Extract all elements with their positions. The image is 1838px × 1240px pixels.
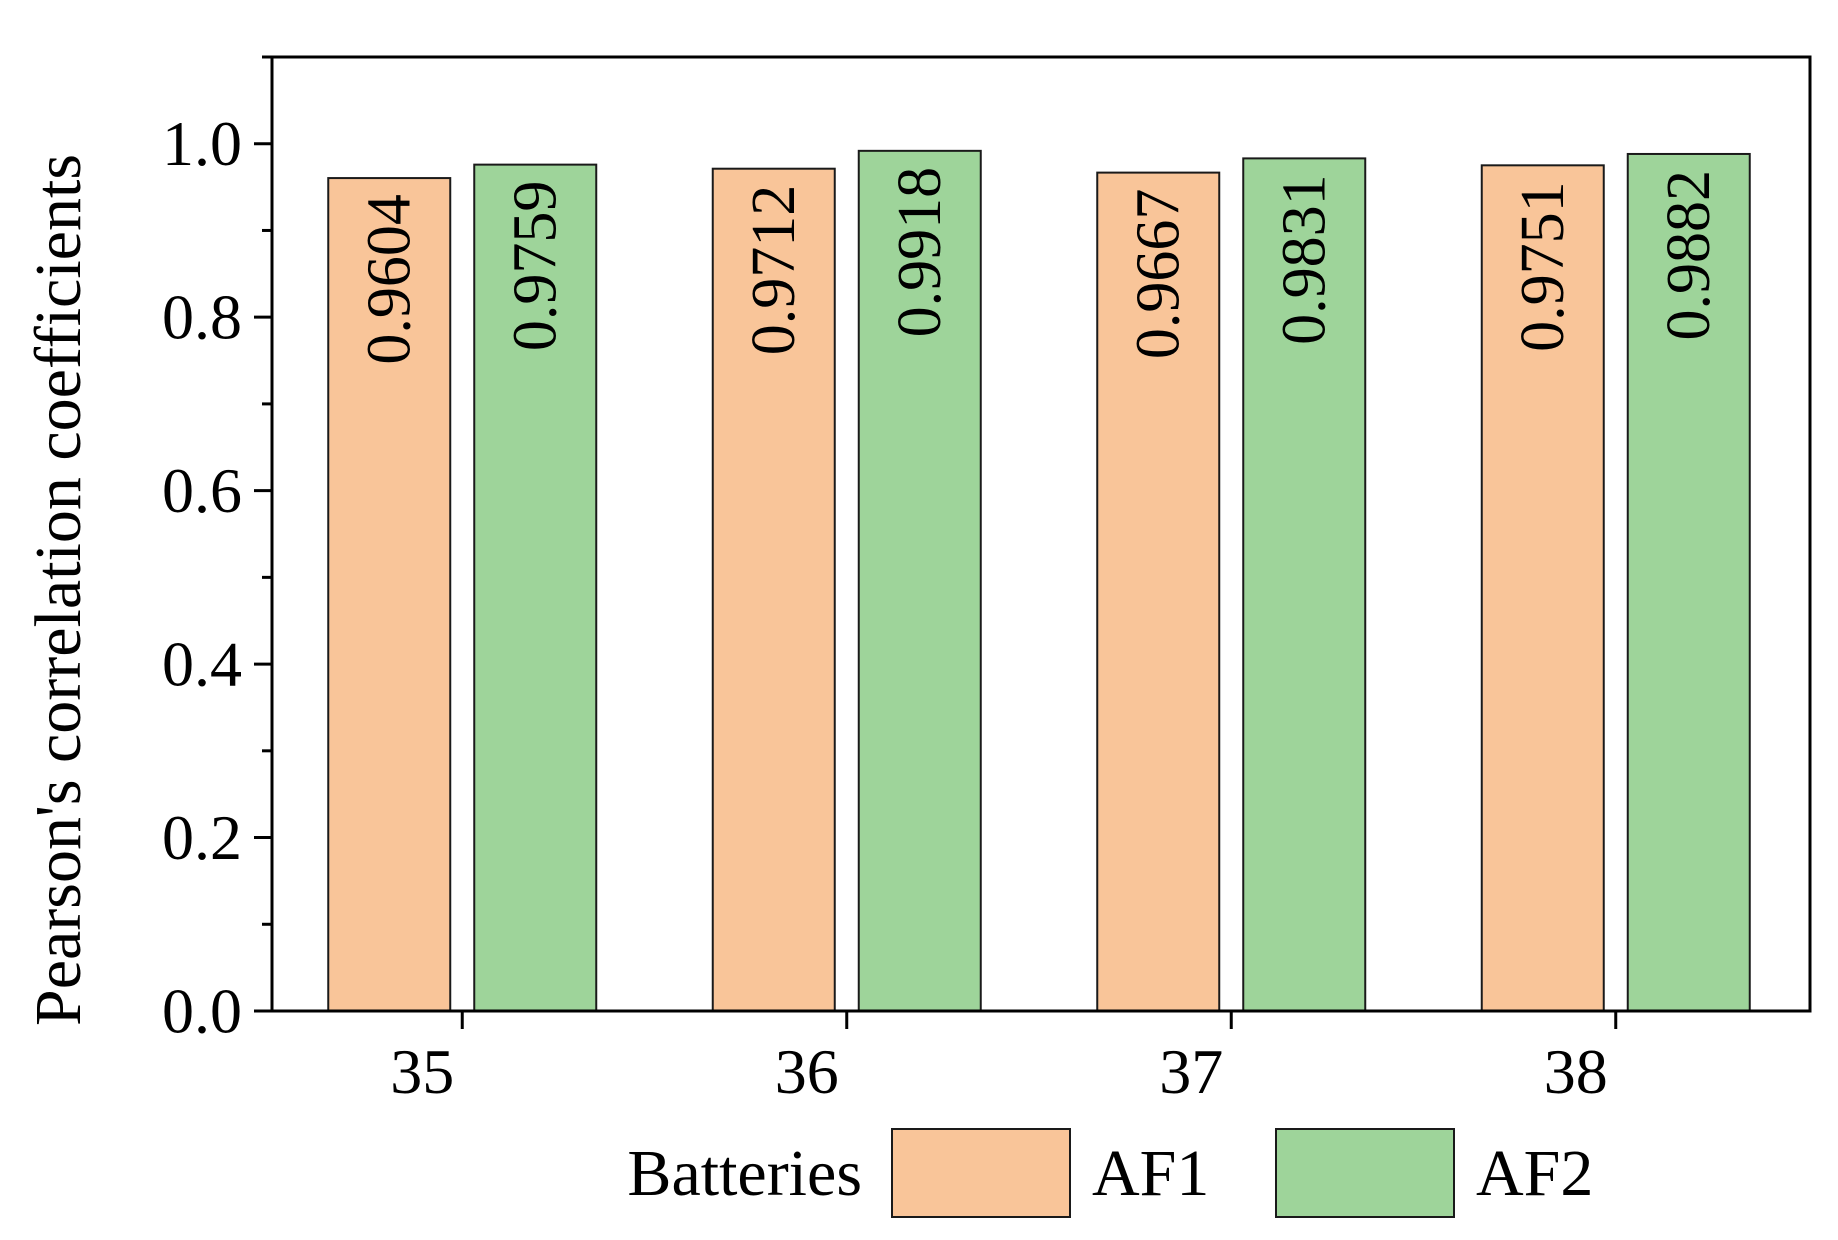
y-axis: 0.0 0.2 0.4 0.6 0.8 1.0 [162,55,272,1047]
y-tick-label: 0.2 [162,802,242,873]
x-axis-title: Batteries [627,1137,862,1210]
bar-af1-36 [711,167,836,1013]
y-tick-label: 1.0 [162,108,242,179]
x-tick-label-37: 37 [1159,1036,1223,1107]
x-tick-label-36: 36 [775,1036,839,1107]
bar-af1-35 [327,177,452,1012]
x-tick-label-38: 38 [1544,1036,1608,1107]
plot-area: 0.9604 0.9759 0.9712 0.9918 0.9667 0.9831 0.97… [270,55,1812,1013]
data-label-af2-36: 0.9918 [886,167,954,338]
y-tick-label: 0.6 [162,455,242,526]
legend: Batteries AF1 AF2 [627,1128,1593,1218]
y-axis-title: Pearson's correlation coefficients [22,154,95,1026]
y-tick-label: 0.0 [162,976,242,1047]
legend-swatch-af1 [891,1128,1071,1218]
data-label-af1-36: 0.9712 [740,185,808,355]
data-label-af2-37: 0.9831 [1270,174,1338,345]
y-tick-label: 0.4 [162,629,242,700]
bar-af1-37 [1096,171,1221,1012]
bar-af2-36 [857,149,982,1012]
bar-af2-35 [473,163,598,1012]
bar-af2-38 [1626,152,1751,1012]
data-label-af2-38: 0.9882 [1655,170,1723,341]
legend-label-af2: AF2 [1476,1137,1593,1210]
data-label-af1-37: 0.9667 [1124,189,1192,360]
bar-af2-37 [1242,157,1367,1013]
y-tick-label: 0.8 [162,282,242,353]
data-label-af2-35: 0.9759 [501,181,569,352]
plot-frame [270,55,1812,1013]
legend-label-af1: AF1 [1092,1137,1209,1210]
data-label-af1-35: 0.9604 [355,194,423,365]
x-axis: 35 36 37 38 [390,1011,1618,1107]
x-tick-label-35: 35 [390,1036,454,1107]
legend-swatch-af2 [1275,1128,1455,1218]
data-label-af1-38: 0.9751 [1509,181,1577,352]
